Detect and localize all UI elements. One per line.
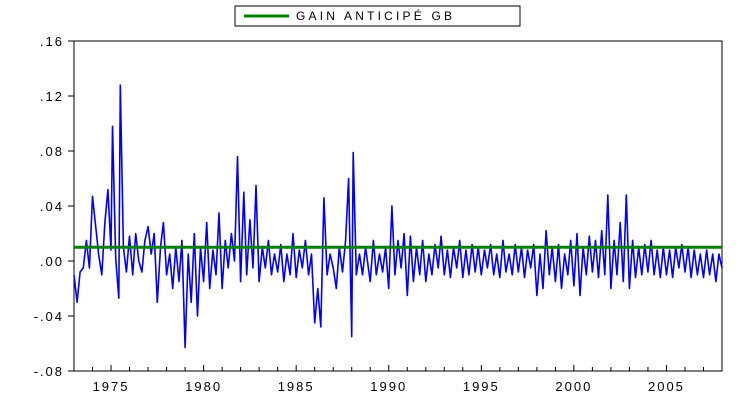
x-tick-label: 2000 [555,379,592,394]
legend-label: GAIN ANTICIPÉ GB [296,8,455,23]
y-tick-label: -.08 [34,364,64,379]
plot-frame [73,40,723,372]
y-tick-label: .04 [40,199,64,214]
x-tick-label: 1995 [463,379,500,394]
x-tick-label: 1985 [278,379,315,394]
y-tick-label: .16 [40,34,64,49]
x-tick-label: 1980 [185,379,222,394]
y-tick-label: -.04 [34,309,64,324]
y-tick-label: .08 [40,144,64,159]
x-tick-label: 1975 [93,379,130,394]
x-tick-label: 1990 [370,379,407,394]
y-tick-label: .12 [40,89,64,104]
x-axis: 1975 1980 1985 1990 1995 2000 2005 [73,365,723,394]
series-layer [73,84,723,349]
y-axis: -.08 -.04 .00 .04 .08 .12 .16 [34,34,74,379]
y-tick-label: .00 [40,254,64,269]
legend-box [234,5,521,27]
legend: GAIN ANTICIPÉ GB [234,5,521,27]
x-tick-label: 2005 [648,379,685,394]
plot-area [73,40,723,372]
